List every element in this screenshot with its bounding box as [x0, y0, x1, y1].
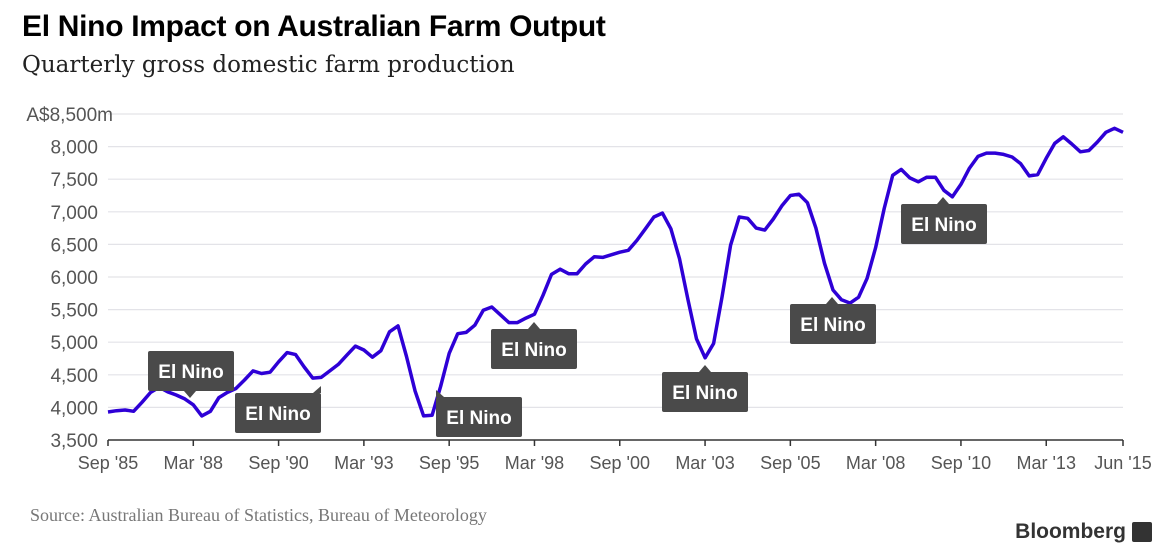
- y-tick-label: 6,500: [50, 235, 98, 256]
- y-tick-label: 6,000: [50, 268, 98, 289]
- y-tick-label: A$8,500m: [26, 105, 113, 126]
- x-tick-label: Mar '08: [846, 453, 905, 473]
- el-nino-annotation: El Nino: [148, 351, 234, 398]
- annotation-box: [901, 204, 987, 244]
- annotation-pointer: [313, 386, 321, 393]
- chart-subtitle: Quarterly gross domestic farm production: [22, 52, 515, 78]
- annotation-pointer: [184, 391, 196, 398]
- el-nino-annotation: El Nino: [662, 365, 748, 412]
- el-nino-annotation: El Nino: [235, 386, 321, 433]
- logo-chart-icon: [1132, 522, 1152, 542]
- y-tick-label: 7,500: [50, 170, 98, 191]
- logo-text: Bloomberg: [1015, 520, 1126, 543]
- x-tick-label: Sep '85: [78, 453, 139, 473]
- x-tick-label: Sep '00: [590, 453, 651, 473]
- annotation-label: El Nino: [501, 340, 566, 361]
- y-tick-label: 3,500: [50, 431, 98, 452]
- annotation-box: [148, 351, 234, 391]
- annotation-pointer: [826, 297, 838, 304]
- y-tick-label: 5,000: [50, 333, 98, 354]
- x-tick-label: Sep '90: [248, 453, 309, 473]
- annotation-box: [235, 393, 321, 433]
- x-tick-label: Sep '10: [931, 453, 992, 473]
- annotation-pointer: [699, 365, 711, 372]
- y-tick-label: 4,000: [50, 398, 98, 419]
- annotation-label: El Nino: [245, 404, 310, 425]
- series-line-farm-production: [107, 126, 1124, 418]
- y-tick-label: 5,500: [50, 301, 98, 322]
- x-tick-label: Mar '13: [1017, 453, 1076, 473]
- x-tick-label: Mar '03: [675, 453, 734, 473]
- annotation-box: [436, 397, 522, 437]
- x-tick-label: Jun '15: [1094, 453, 1151, 473]
- annotation-box: [790, 304, 876, 344]
- y-tick-label: 7,000: [50, 203, 98, 224]
- bloomberg-logo: Bloomberg: [1015, 520, 1152, 544]
- chart-title: El Nino Impact on Australian Farm Output: [22, 10, 606, 43]
- annotation-label: El Nino: [158, 362, 223, 383]
- el-nino-annotation: El Nino: [436, 390, 522, 437]
- x-tick-label: Mar '98: [505, 453, 564, 473]
- x-tick-label: Sep '05: [760, 453, 821, 473]
- annotation-label: El Nino: [672, 383, 737, 404]
- annotation-box: [662, 372, 748, 412]
- annotation-pointer: [937, 197, 949, 204]
- annotation-label: El Nino: [446, 408, 511, 429]
- y-tick-label: 4,500: [50, 366, 98, 387]
- el-nino-annotation: El Nino: [790, 297, 876, 344]
- source-note: Source: Australian Bureau of Statistics,…: [30, 505, 487, 525]
- annotation-pointer: [436, 390, 444, 397]
- x-tick-label: Mar '88: [164, 453, 223, 473]
- annotation-pointer: [528, 322, 540, 329]
- x-tick-label: Sep '95: [419, 453, 480, 473]
- x-tick-label: Mar '93: [334, 453, 393, 473]
- annotation-label: El Nino: [911, 215, 976, 236]
- annotation-box: [491, 329, 577, 369]
- el-nino-annotation: El Nino: [491, 322, 577, 369]
- y-tick-label: 8,000: [50, 138, 98, 159]
- annotation-label: El Nino: [800, 315, 865, 336]
- el-nino-annotation: El Nino: [901, 197, 987, 244]
